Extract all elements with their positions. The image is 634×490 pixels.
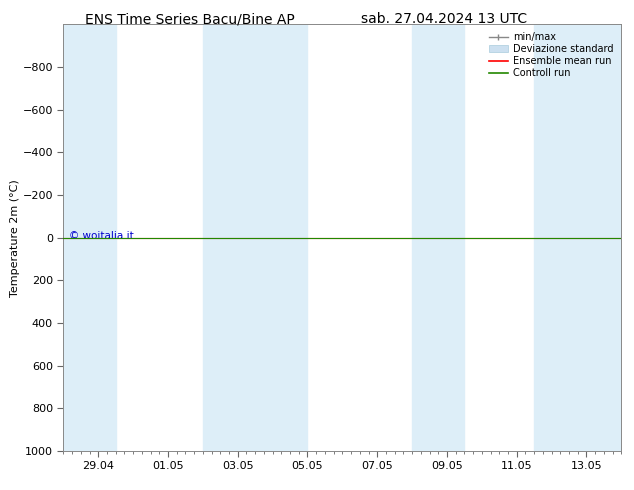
Bar bbox=[534, 24, 621, 451]
Bar bbox=[63, 24, 115, 451]
Text: © woitalia.it: © woitalia.it bbox=[69, 231, 134, 242]
Y-axis label: Temperature 2m (°C): Temperature 2m (°C) bbox=[10, 179, 20, 296]
Bar bbox=[412, 24, 464, 451]
Bar bbox=[203, 24, 255, 451]
Text: ENS Time Series Bacu/Bine AP: ENS Time Series Bacu/Bine AP bbox=[86, 12, 295, 26]
Text: sab. 27.04.2024 13 UTC: sab. 27.04.2024 13 UTC bbox=[361, 12, 527, 26]
Legend: min/max, Deviazione standard, Ensemble mean run, Controll run: min/max, Deviazione standard, Ensemble m… bbox=[486, 29, 616, 81]
Bar bbox=[255, 24, 307, 451]
